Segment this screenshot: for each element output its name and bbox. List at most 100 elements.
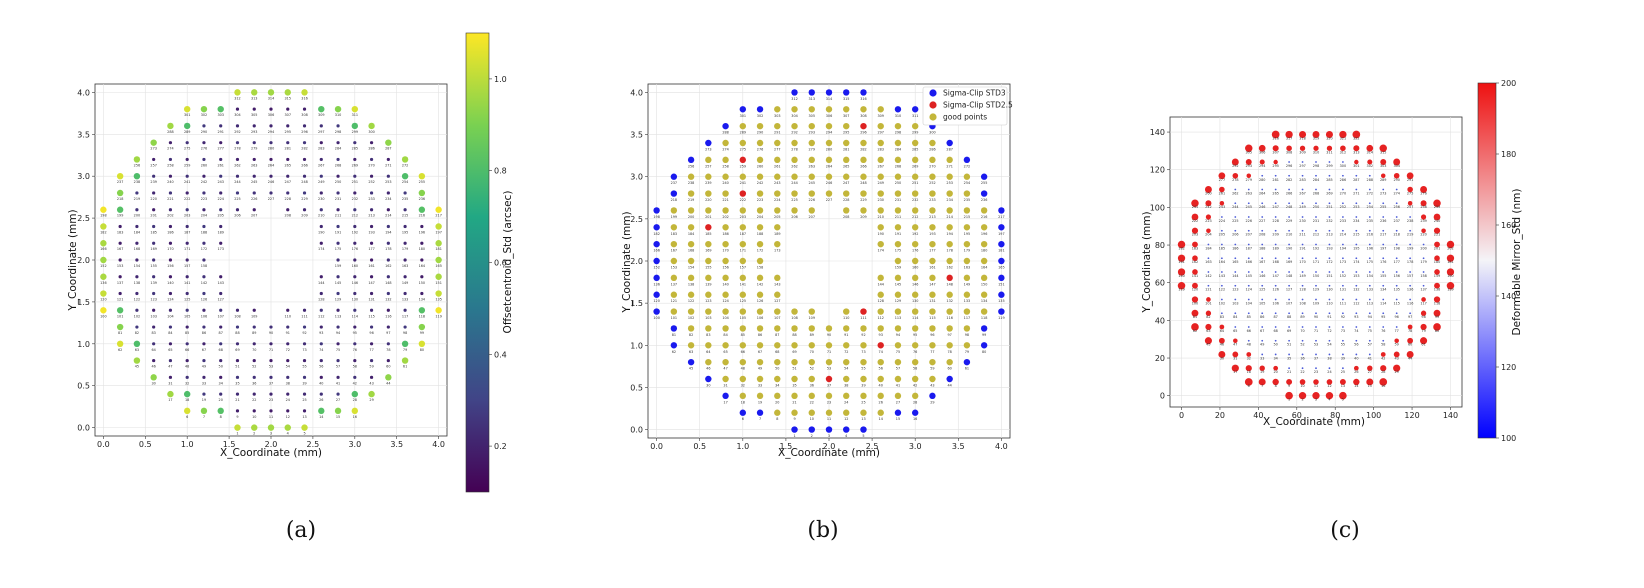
point-label: 109 [809,316,815,320]
point-label: 151 [998,282,1004,286]
point-label: 194 [385,230,391,234]
data-point [185,241,189,245]
point-label: 47 [723,367,727,371]
data-point [1313,145,1319,151]
point-label: 174 [1353,260,1359,264]
data-point [1288,243,1291,246]
point-label: 55 [302,365,306,369]
data-point [1341,216,1344,218]
data-point [1234,243,1237,246]
point-label: 182 [100,230,106,234]
point-label: 43 [1395,356,1399,360]
data-point [319,342,323,346]
data-point [1207,243,1210,246]
point-label: 280 [1259,178,1265,182]
point-label: 302 [201,113,207,117]
y-tick-label: 4.0 [77,88,90,97]
data-point [929,342,936,349]
point-label: 297 [1299,164,1305,168]
y-tick-label: 3.5 [630,131,643,140]
data-point [722,325,729,332]
point-label: 37 [269,381,273,385]
data-point [946,139,953,147]
point-label: 246 [826,181,832,185]
point-label: 54 [844,367,848,371]
point-label: 231 [335,197,341,201]
data-point [1355,229,1358,232]
point-label: 143 [1219,274,1225,278]
data-point [168,241,173,245]
point-label: 80 [420,348,424,352]
point-label: 294 [268,130,274,134]
data-point [1232,172,1239,179]
data-point [418,206,426,213]
x-tick-label: 1.5 [780,442,793,451]
data-point [877,342,884,349]
data-point [980,257,988,265]
data-point [670,173,678,180]
data-point [269,124,273,128]
x-tick-label: 0.5 [139,440,152,449]
point-label: 146 [1259,274,1265,278]
data-point [1341,161,1344,163]
data-point [894,409,902,416]
data-point [185,275,189,279]
point-label: 216 [419,214,425,218]
point-label: 198 [1393,246,1399,250]
data-point [1393,158,1401,166]
data-point [385,139,392,146]
data-point [286,409,290,413]
data-point [200,105,208,113]
data-point [687,190,695,197]
x-tick-label: 0.0 [97,440,110,449]
data-point [1220,229,1223,232]
point-label: 239 [705,181,711,185]
data-point [1446,268,1455,276]
data-point [791,426,798,433]
data-point [1274,229,1277,232]
data-point [1339,379,1346,385]
point-label: 205 [774,215,780,219]
data-point [911,190,919,197]
point-label: 316 [1272,137,1278,141]
data-point [705,207,712,214]
data-point [739,139,747,147]
point-label: 127 [774,299,780,303]
point-label: 272 [964,164,970,168]
point-label: 256 [134,163,140,167]
data-point [152,358,156,363]
point-label: 291 [217,130,223,134]
point-label: 2 [253,432,255,436]
data-point [1355,353,1358,356]
data-point [1433,296,1441,303]
point-label: 8 [1275,384,1277,388]
data-point [825,122,833,130]
data-point [1328,339,1331,342]
point-label: 169 [705,249,711,253]
data-point [843,392,850,400]
data-point [946,375,953,383]
data-point [1191,296,1199,303]
y-axis-label-a: Y_Coordinate (mm) [67,209,79,311]
point-label: 193 [368,230,374,234]
data-point [369,208,374,212]
point-label: 281 [843,148,849,152]
data-point [1288,257,1291,260]
point-label: 214 [946,215,952,219]
data-point [1234,202,1237,205]
data-point [825,325,833,332]
point-label: 118 [981,316,987,320]
point-label: 135 [1393,288,1399,292]
point-label: 92 [1341,315,1345,319]
point-label: 159 [1434,274,1440,278]
point-label: 153 [1353,274,1359,278]
point-label: 253 [385,180,391,184]
data-point [1446,240,1455,249]
data-point [1407,200,1413,206]
data-point [386,275,390,279]
point-label: 113 [1367,301,1373,305]
point-label: 262 [791,164,797,168]
point-label: 45 [689,367,693,371]
point-label: 305 [809,114,815,118]
ticks-a: 0.0 0.5 1.0 1.5 2.0 2.5 3.0 3.5 4.00.00.51.01.52… [77,88,445,449]
